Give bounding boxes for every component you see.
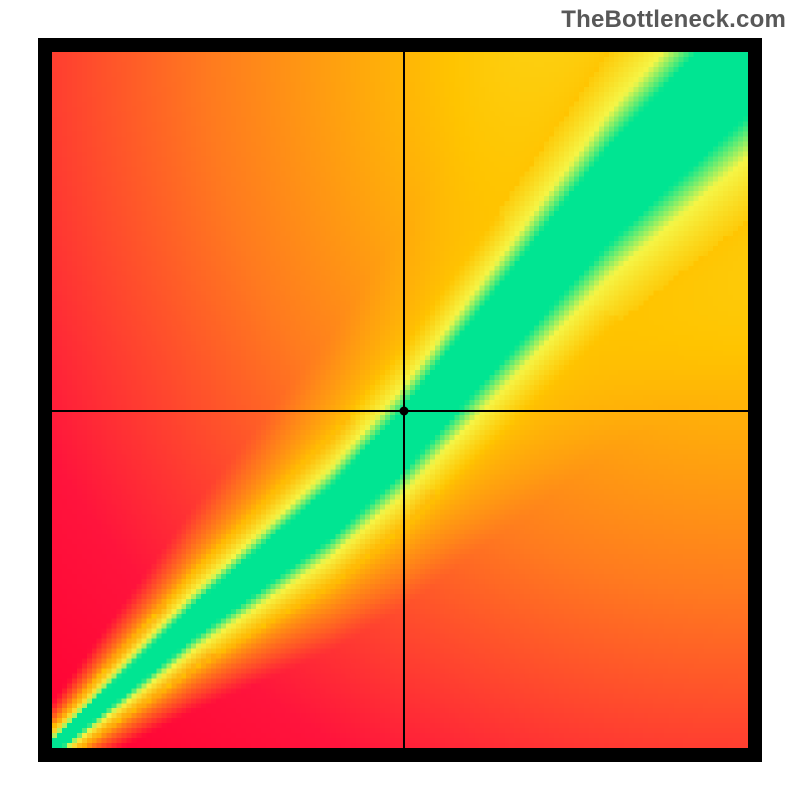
crosshair-vertical [403,52,405,748]
watermark-text: TheBottleneck.com [561,6,786,34]
bottleneck-heatmap [52,52,748,748]
crosshair-marker [400,407,409,416]
plot-frame [38,38,762,762]
